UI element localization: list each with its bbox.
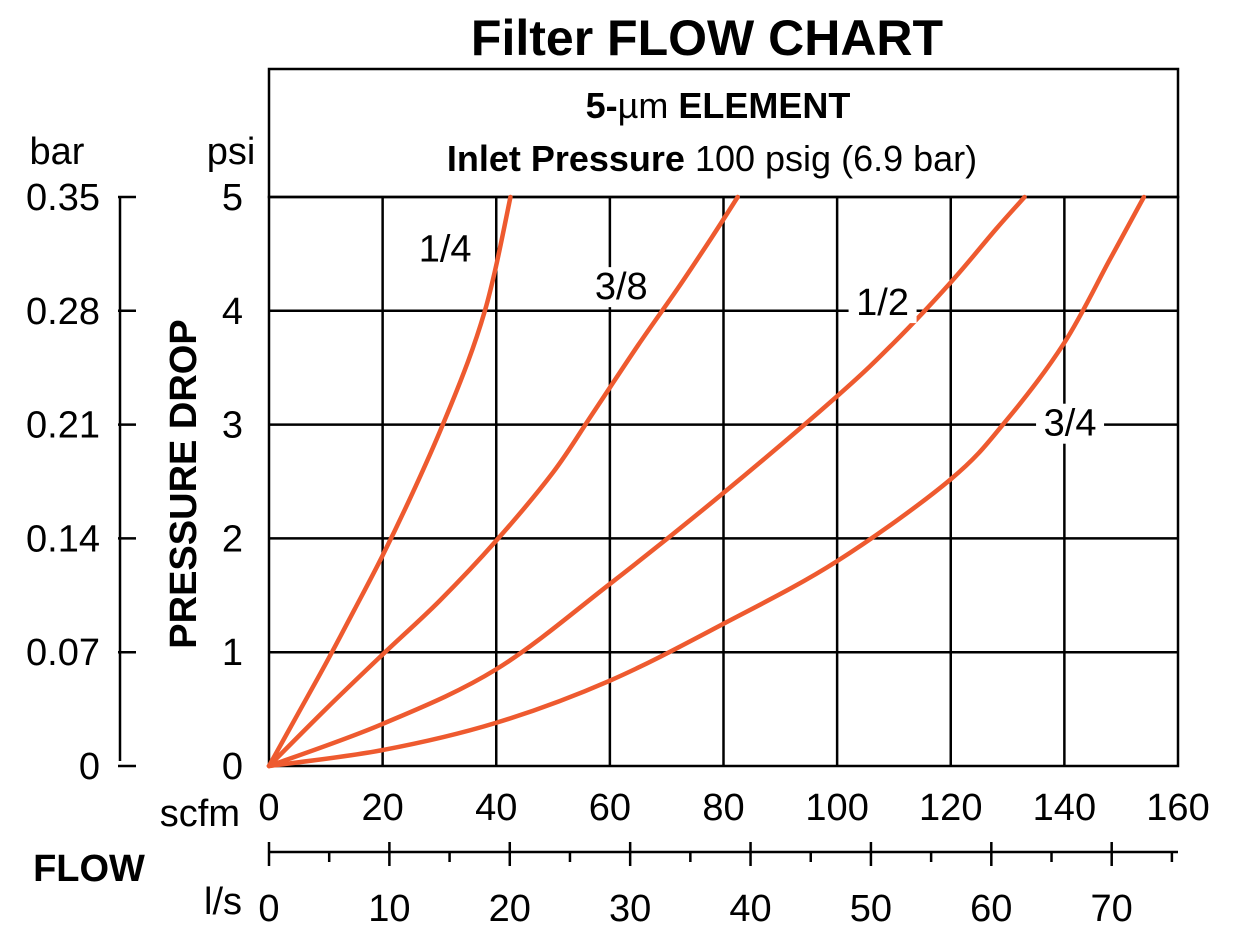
series-label-1-4: 1/4	[419, 229, 472, 271]
series-label-backdrop	[848, 283, 917, 324]
scfm-unit-label: scfm	[160, 793, 240, 835]
header-line-2: Inlet Pressure 100 psig (6.9 bar)	[447, 138, 977, 179]
plot-frame	[267, 195, 1180, 768]
scfm-tick-label: 40	[475, 787, 517, 829]
x-axis-title: FLOW	[33, 848, 145, 890]
series-label-backdrop	[411, 229, 480, 270]
y-axis-title: PRESSURE DROP	[163, 319, 205, 648]
series-label-backdrop	[1036, 403, 1105, 444]
scfm-tick-label: 60	[589, 787, 631, 829]
ls-tick-label: 0	[258, 888, 279, 928]
scfm-scale: 0 20 40 60 80 100 120 140 160	[258, 787, 1209, 829]
series-line-3-4	[266, 194, 1147, 769]
ls-tick-label: 70	[1091, 888, 1133, 928]
series-line-1-2	[266, 194, 1027, 769]
series-line-1-4	[266, 194, 513, 769]
bar-unit-label: bar	[30, 131, 85, 173]
grid	[269, 197, 1178, 766]
ls-tick-label: 20	[489, 888, 531, 928]
header-line-2-bold: Inlet Pressure	[447, 138, 685, 179]
scfm-tick-label: 120	[919, 787, 982, 829]
bar-scale: 0 0.07 0.14 0.21 0.28 0.35	[26, 177, 136, 788]
scfm-tick-label: 80	[702, 787, 744, 829]
ls-tick-label: 60	[970, 888, 1012, 928]
scfm-tick-label: 160	[1146, 787, 1209, 829]
psi-tick-label: 2	[222, 518, 243, 560]
ls-tick-label: 40	[729, 888, 771, 928]
series-line-3-8	[266, 194, 740, 769]
bar-tick-label: 0.14	[26, 518, 100, 560]
series-label-3-4: 3/4	[1044, 403, 1097, 445]
series-label-backdrop	[587, 267, 656, 308]
chart-title: Filter FLOW CHART	[471, 10, 943, 66]
psi-tick-label: 5	[222, 177, 243, 219]
ls-tick-label: 50	[850, 888, 892, 928]
bar-tick-label: 0.35	[26, 177, 100, 219]
header-line-1: 5-µm ELEMENT	[586, 85, 851, 126]
psi-tick-label: 1	[222, 632, 243, 674]
psi-tick-label: 4	[222, 291, 243, 333]
psi-tick-label: 3	[222, 405, 243, 447]
ls-scale: 0 10 20 30 40 50 60 70	[258, 842, 1174, 928]
header-line-1-unit: µm	[618, 85, 669, 126]
scfm-tick-label: 0	[258, 787, 279, 829]
scfm-tick-label: 100	[805, 787, 868, 829]
bar-tick-label: 0.07	[26, 632, 100, 674]
series-label-1-2: 1/2	[856, 282, 909, 324]
scfm-tick-label: 20	[361, 787, 403, 829]
bar-tick-label: 0.21	[26, 405, 100, 447]
ls-unit-label: l/s	[204, 881, 242, 923]
series-group	[266, 194, 1147, 769]
header-line-1-suffix: ELEMENT	[668, 85, 850, 126]
psi-unit-label: psi	[207, 131, 256, 173]
bar-tick-label: 0.28	[26, 291, 100, 333]
series-label-3-8: 3/8	[595, 266, 648, 308]
ls-tick-label: 10	[368, 888, 410, 928]
scfm-tick-label: 140	[1033, 787, 1096, 829]
bar-tick-label: 0	[79, 746, 100, 788]
psi-tick-label: 0	[222, 746, 243, 788]
header-line-2-normal: 100 psig (6.9 bar)	[685, 138, 977, 179]
psi-scale: 0 1 2 3 4 5	[222, 177, 243, 788]
header-line-1-prefix: 5-	[586, 85, 618, 126]
ls-tick-label: 30	[609, 888, 651, 928]
series-labels: 1/4 3/8 1/2 3/4	[411, 229, 1105, 445]
